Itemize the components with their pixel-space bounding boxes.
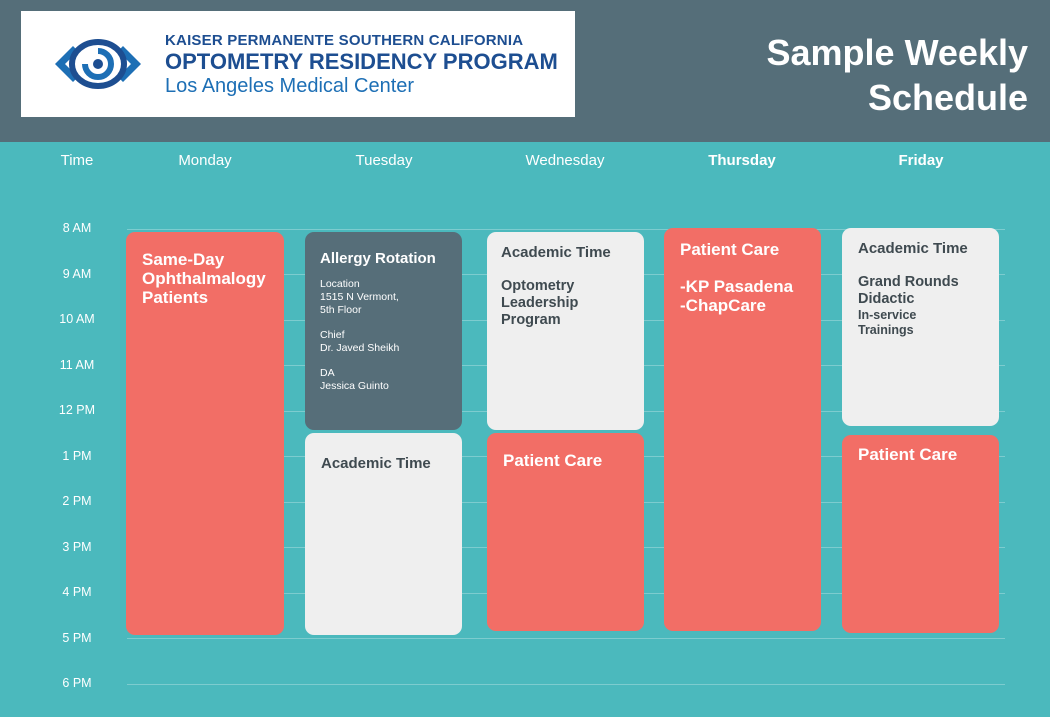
column-header-tuesday: Tuesday (355, 152, 413, 169)
time-label: 2 PM (62, 494, 92, 508)
gridline (127, 638, 1005, 639)
time-label: 10 AM (59, 312, 95, 326)
time-label: 11 AM (59, 358, 95, 372)
page-title: Sample Weekly Schedule (766, 32, 1028, 118)
time-label: 8 AM (62, 221, 92, 235)
thursday-patient-care-block: Patient Care -KP Pasadena -ChapCare (664, 228, 821, 631)
column-header-thursday: Thursday (708, 152, 776, 169)
column-header-friday: Friday (898, 152, 944, 169)
time-label: 12 PM (58, 403, 96, 417)
time-label: 6 PM (62, 676, 92, 690)
time-label: 3 PM (62, 540, 92, 554)
time-label: 1 PM (62, 449, 92, 463)
wednesday-patient-care-block: Patient Care (487, 433, 644, 631)
eye-logo-icon (55, 39, 141, 89)
time-label: 5 PM (62, 631, 92, 645)
column-header-monday: Monday (178, 152, 232, 169)
header-bar: KAISER PERMANENTE SOUTHERN CALIFORNIA OP… (0, 0, 1050, 142)
friday-patient-care-block: Patient Care (842, 435, 999, 633)
wednesday-academic-time-block: Academic Time Optometry Leadership Progr… (487, 232, 644, 430)
logo-org-name: KAISER PERMANENTE SOUTHERN CALIFORNIA (165, 32, 524, 49)
logo-location: Los Angeles Medical Center (165, 75, 415, 97)
time-label: 4 PM (62, 585, 92, 599)
time-label: 9 AM (62, 267, 92, 281)
friday-academic-time-block: Academic Time Grand Rounds Didactic In-s… (842, 228, 999, 426)
gridline (127, 229, 1005, 230)
logo: KAISER PERMANENTE SOUTHERN CALIFORNIA OP… (21, 11, 575, 117)
tuesday-academic-time-block: Academic Time (305, 433, 462, 635)
logo-program-name: OPTOMETRY RESIDENCY PROGRAM (165, 49, 558, 74)
tuesday-allergy-rotation-block: Allergy Rotation Location 1515 N Vermont… (305, 232, 462, 430)
column-header-wednesday: Wednesday (525, 152, 605, 169)
column-header-time: Time (60, 152, 94, 169)
monday-ophthalmology-block: Same-Day Ophthalmalogy Patients (126, 232, 284, 635)
gridline (127, 684, 1005, 685)
